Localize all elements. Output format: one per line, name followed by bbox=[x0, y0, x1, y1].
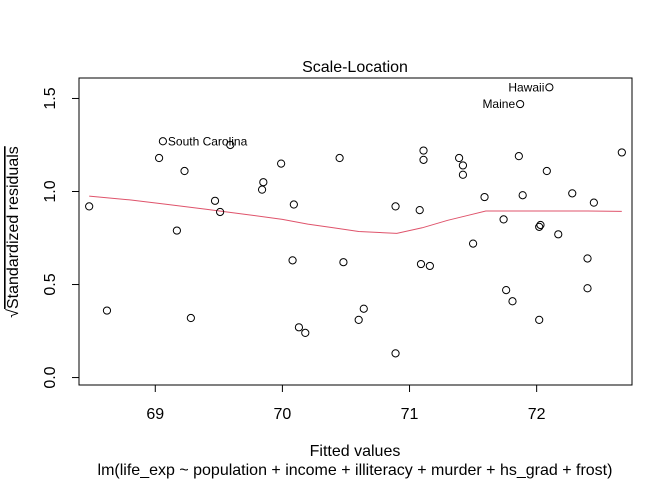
data-point bbox=[186, 313, 195, 323]
data-point bbox=[154, 153, 164, 163]
data-point bbox=[226, 140, 235, 150]
point-label: South Carolina bbox=[168, 134, 248, 148]
data-point bbox=[158, 137, 168, 146]
y-tick-label: 0.5 bbox=[42, 273, 59, 295]
x-tick-label: 72 bbox=[528, 406, 546, 423]
data-point bbox=[499, 215, 508, 224]
data-point bbox=[617, 148, 626, 157]
y-axis: 0.0 0.5 1.0 1.5 bbox=[42, 87, 80, 389]
data-point bbox=[339, 258, 348, 267]
data-point bbox=[508, 297, 517, 306]
data-point bbox=[455, 153, 464, 163]
x-axis: 69 70 71 72 bbox=[146, 384, 546, 423]
data-point bbox=[391, 349, 400, 358]
x-tick-label: 69 bbox=[146, 406, 164, 423]
data-point bbox=[210, 196, 220, 205]
data-point bbox=[480, 192, 489, 202]
chart-title: Scale-Location bbox=[302, 59, 408, 76]
point-label: Hawaii bbox=[508, 80, 544, 94]
data-point bbox=[502, 286, 511, 295]
data-point bbox=[391, 202, 400, 211]
data-point bbox=[289, 200, 298, 209]
data-point bbox=[419, 155, 428, 164]
x-tick-label: 70 bbox=[274, 406, 292, 423]
y-axis-label: √Standardized residuals bbox=[5, 146, 22, 318]
data-point bbox=[468, 239, 478, 248]
data-point bbox=[554, 230, 563, 239]
data-point bbox=[301, 328, 310, 338]
data-point bbox=[85, 202, 94, 211]
y-axis-label-sqrt: √ bbox=[5, 309, 22, 318]
chart-subtitle: lm(life_exp ~ population + income + illi… bbox=[98, 462, 613, 479]
y-tick-label: 1.5 bbox=[42, 87, 59, 109]
data-point bbox=[172, 226, 181, 235]
data-point bbox=[458, 161, 468, 170]
smooth-line-group bbox=[89, 195, 622, 234]
data-point bbox=[216, 207, 225, 217]
svg-text:√Standardized residuals: √Standardized residuals bbox=[5, 146, 22, 318]
data-point bbox=[416, 259, 426, 269]
data-point bbox=[102, 306, 112, 315]
data-point bbox=[259, 178, 268, 187]
data-point bbox=[354, 315, 363, 324]
data-point bbox=[545, 83, 554, 92]
point-label: Maine bbox=[482, 97, 515, 111]
data-point bbox=[514, 152, 523, 161]
data-point bbox=[458, 170, 468, 179]
x-axis-label: Fitted values bbox=[310, 443, 401, 460]
data-point bbox=[583, 284, 592, 293]
data-point bbox=[180, 166, 189, 176]
y-tick-label: 1.0 bbox=[42, 180, 59, 202]
data-point bbox=[425, 261, 434, 271]
smooth-line bbox=[89, 195, 622, 234]
data-point bbox=[294, 323, 304, 332]
data-point bbox=[359, 304, 368, 313]
data-point bbox=[542, 166, 551, 176]
data-point bbox=[335, 153, 344, 163]
data-point bbox=[277, 159, 286, 168]
data-point bbox=[535, 222, 544, 231]
data-point bbox=[583, 254, 592, 263]
data-point bbox=[516, 99, 525, 109]
y-axis-label-text: Standardized residuals bbox=[5, 146, 22, 309]
y-tick-label: 0.0 bbox=[42, 366, 59, 388]
data-point bbox=[535, 315, 544, 324]
data-point bbox=[419, 146, 428, 155]
data-point bbox=[518, 191, 527, 200]
data-point bbox=[589, 198, 598, 207]
points-group bbox=[85, 83, 626, 358]
data-point bbox=[415, 206, 424, 215]
data-point bbox=[568, 189, 577, 198]
data-point bbox=[536, 220, 545, 230]
x-tick-label: 71 bbox=[401, 406, 419, 423]
data-point bbox=[288, 256, 297, 265]
point-labels-group: South Carolina Maine Hawaii bbox=[168, 80, 544, 148]
